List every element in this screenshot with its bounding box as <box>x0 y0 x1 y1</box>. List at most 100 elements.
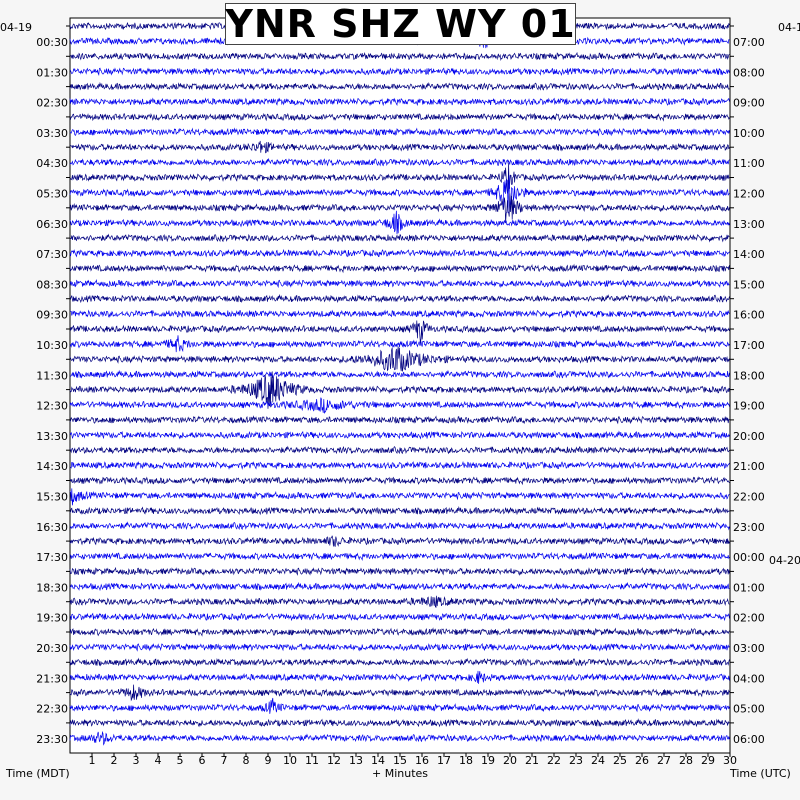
trace-line <box>69 718 730 728</box>
trace-line <box>69 670 730 684</box>
title-box: YNR SHZ WY 01 <box>225 3 576 45</box>
left-tick-label: 16:30 <box>36 521 68 534</box>
x-axis-label: + Minutes <box>372 767 428 780</box>
left-tick-label: 09:30 <box>36 309 68 322</box>
right-date-label-top: 04-1 <box>778 21 800 34</box>
right-tick-label: 09:00 <box>733 97 765 110</box>
x-tick-label: 7 <box>221 754 228 767</box>
x-tick-label: 17 <box>437 754 451 767</box>
trace-line <box>69 697 730 714</box>
right-tick-group: 07:00 08:00 09:00 10:00 11:00 12:00 13:00 14:00… <box>730 25 765 746</box>
x-tick-label: 10 <box>283 754 297 767</box>
x-tick-label: 26 <box>635 754 649 767</box>
trace-line <box>69 643 730 652</box>
right-tick-label: 13:00 <box>733 218 765 231</box>
x-tick-label: 13 <box>349 754 363 767</box>
right-tick-label: 11:00 <box>733 157 765 170</box>
left-tick-label: 21:30 <box>36 672 68 685</box>
right-tick-label: 00:00 <box>733 551 765 564</box>
right-tick-label: 03:00 <box>733 642 765 655</box>
right-tick-label: 06:00 <box>733 733 765 746</box>
x-tick-label: 21 <box>525 754 539 767</box>
trace-line <box>69 346 730 372</box>
trace-line <box>69 612 730 622</box>
x-tick-label: 16 <box>415 754 429 767</box>
left-tick-label: 03:30 <box>36 127 68 140</box>
trace-line <box>69 248 730 258</box>
trace-line <box>69 51 730 61</box>
right-tick-label: 23:00 <box>733 521 765 534</box>
x-tick-label: 11 <box>305 754 319 767</box>
left-tick-label: 02:30 <box>36 97 68 110</box>
x-tick-label: 2 <box>111 754 118 767</box>
left-tick-label: 14:30 <box>36 460 68 473</box>
left-tick-group: 00:30 01:30 02:30 03:30 04:30 05:30 06:30 07:30… <box>36 25 70 746</box>
left-tick-label: 06:30 <box>36 218 68 231</box>
x-tick-label: 18 <box>459 754 473 767</box>
trace-line <box>69 461 730 470</box>
x-tick-label: 5 <box>177 754 184 767</box>
trace-line <box>69 476 730 486</box>
right-tick-label: 15:00 <box>733 278 765 291</box>
x-tick-label: 20 <box>503 754 517 767</box>
right-tick-label: 08:00 <box>733 66 765 79</box>
trace-line <box>69 210 730 235</box>
left-tick-label: 18:30 <box>36 581 68 594</box>
left-tick-label: 08:30 <box>36 278 68 291</box>
x-tick-label: 4 <box>155 754 162 767</box>
trace-line <box>69 371 730 409</box>
left-tick-label: 12:30 <box>36 400 68 413</box>
left-tick-label: 00:30 <box>36 36 68 49</box>
trace-line <box>69 140 730 154</box>
right-tick-label: 04:00 <box>733 672 765 685</box>
trace-line <box>69 112 730 122</box>
left-tick-label: 13:30 <box>36 430 68 443</box>
trace-line <box>69 193 730 223</box>
trace-line <box>69 415 730 425</box>
plot-area <box>69 17 731 754</box>
trace-line <box>69 521 730 531</box>
x-tick-label: 14 <box>371 754 385 767</box>
trace-line <box>69 163 730 194</box>
trace-line <box>69 566 730 576</box>
trace-line <box>69 127 730 137</box>
left-tick-label: 01:30 <box>36 66 68 79</box>
x-tick-label: 9 <box>265 754 272 767</box>
trace-line <box>69 175 730 214</box>
left-tick-label: 17:30 <box>36 551 68 564</box>
trace-line <box>69 551 730 561</box>
trace-line <box>69 730 730 746</box>
trace-line <box>69 627 730 637</box>
x-tick-label: 19 <box>481 754 495 767</box>
left-axis-label: Time (MDT) <box>5 767 70 780</box>
left-tick-label: 15:30 <box>36 491 68 504</box>
trace-line <box>69 684 730 702</box>
left-tick-label: 22:30 <box>36 703 68 716</box>
right-tick-label: 20:00 <box>733 430 765 443</box>
right-tick-label: 12:00 <box>733 188 765 201</box>
right-date-change-label: 04-20 <box>769 554 800 567</box>
x-tick-label: 28 <box>679 754 693 767</box>
right-tick-label: 07:00 <box>733 36 765 49</box>
trace-line <box>69 595 730 609</box>
trace-line <box>69 657 730 667</box>
x-tick-label: 30 <box>723 754 737 767</box>
trace-group <box>69 21 730 746</box>
x-tick-label: 8 <box>243 754 250 767</box>
right-tick-label: 05:00 <box>733 703 765 716</box>
left-tick-label: 05:30 <box>36 188 68 201</box>
left-date-label: 04-19 <box>0 21 32 34</box>
trace-line <box>69 67 730 77</box>
trace-line <box>69 293 730 304</box>
left-tick-label: 11:30 <box>36 369 68 382</box>
trace-line <box>69 397 730 414</box>
trace-line <box>69 581 730 592</box>
left-tick-label: 10:30 <box>36 339 68 352</box>
right-tick-label: 17:00 <box>733 339 765 352</box>
x-tick-label: 22 <box>547 754 561 767</box>
trace-line <box>69 488 730 506</box>
x-tick-label: 1 <box>89 754 96 767</box>
trace-line <box>69 278 730 289</box>
right-tick-label: 14:00 <box>733 248 765 261</box>
